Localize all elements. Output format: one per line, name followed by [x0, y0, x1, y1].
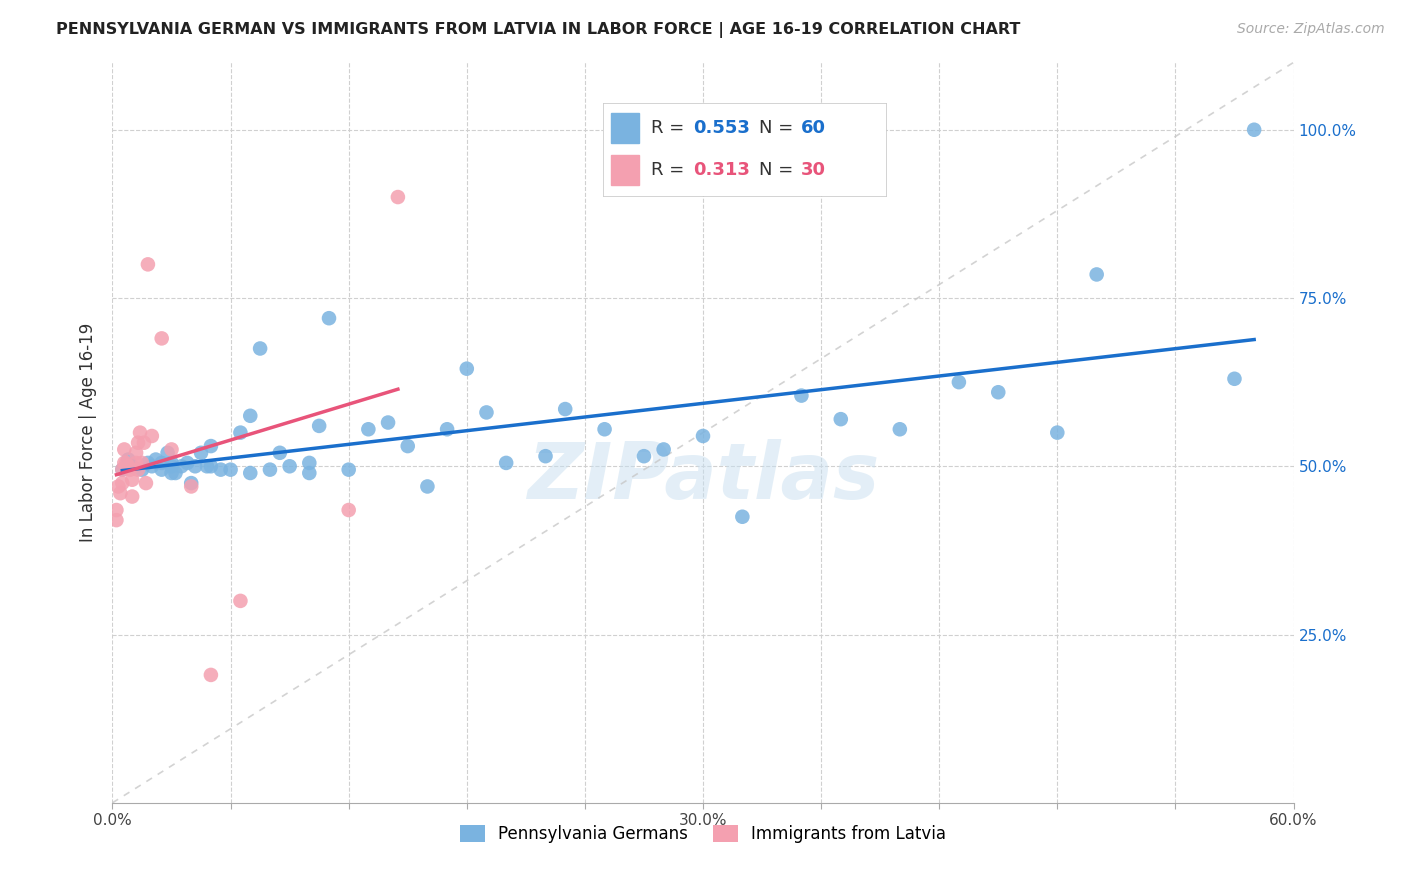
Point: [110, 486, 132, 500]
Point: [132, 435, 155, 450]
Point: [160, 442, 183, 457]
Point: [131, 456, 153, 470]
Point: [136, 456, 159, 470]
Point: [416, 479, 439, 493]
Point: [107, 479, 129, 493]
Point: [121, 490, 143, 504]
Point: [1046, 425, 1069, 440]
Point: [790, 389, 813, 403]
Point: [111, 476, 134, 491]
Point: [337, 462, 360, 476]
Point: [127, 435, 149, 450]
Point: [987, 385, 1010, 400]
Point: [105, 503, 128, 517]
Point: [176, 456, 198, 470]
Point: [195, 459, 218, 474]
Point: [160, 466, 183, 480]
Point: [115, 456, 138, 470]
Point: [475, 405, 498, 419]
Point: [129, 425, 152, 440]
Point: [337, 503, 360, 517]
Point: [127, 462, 149, 476]
Point: [1085, 268, 1108, 282]
Point: [209, 462, 232, 476]
Point: [259, 462, 281, 476]
Point: [396, 439, 419, 453]
Point: [141, 459, 163, 474]
Text: Source: ZipAtlas.com: Source: ZipAtlas.com: [1237, 22, 1385, 37]
Point: [652, 442, 675, 457]
Point: [170, 459, 193, 474]
Legend: Pennsylvania Germans, Immigrants from Latvia: Pennsylvania Germans, Immigrants from La…: [453, 819, 953, 850]
Point: [190, 446, 212, 460]
Point: [160, 459, 183, 474]
Point: [136, 257, 159, 271]
Y-axis label: In Labor Force | Age 16-19: In Labor Force | Age 16-19: [79, 323, 97, 542]
Point: [160, 456, 183, 470]
Point: [150, 456, 173, 470]
Point: [219, 462, 242, 476]
Point: [357, 422, 380, 436]
Point: [112, 442, 135, 457]
Text: ZIPatlas: ZIPatlas: [527, 439, 879, 515]
Point: [111, 462, 134, 476]
Point: [249, 342, 271, 356]
Point: [200, 459, 222, 474]
Point: [184, 459, 207, 474]
Point: [229, 594, 252, 608]
Point: [377, 416, 399, 430]
Point: [150, 462, 173, 476]
Point: [105, 513, 128, 527]
Point: [180, 479, 202, 493]
Point: [165, 466, 187, 480]
Point: [534, 449, 557, 463]
Point: [229, 425, 252, 440]
Point: [239, 409, 262, 423]
Point: [889, 422, 911, 436]
Point: [1243, 122, 1265, 136]
Point: [156, 446, 179, 460]
Point: [692, 429, 714, 443]
Point: [436, 422, 458, 436]
Point: [150, 331, 173, 345]
Point: [495, 456, 517, 470]
Point: [131, 462, 153, 476]
Point: [731, 509, 754, 524]
Point: [117, 452, 139, 467]
Point: [117, 459, 139, 474]
Point: [180, 476, 202, 491]
Point: [269, 446, 291, 460]
Point: [141, 429, 163, 443]
Point: [308, 418, 330, 433]
Text: PENNSYLVANIA GERMAN VS IMMIGRANTS FROM LATVIA IN LABOR FORCE | AGE 16-19 CORRELA: PENNSYLVANIA GERMAN VS IMMIGRANTS FROM L…: [56, 22, 1021, 38]
Point: [120, 462, 142, 476]
Point: [135, 476, 157, 491]
Point: [554, 402, 576, 417]
Point: [1223, 372, 1246, 386]
Point: [633, 449, 655, 463]
Point: [948, 375, 970, 389]
Point: [200, 668, 222, 682]
Point: [298, 466, 321, 480]
Point: [278, 459, 301, 474]
Point: [318, 311, 340, 326]
Point: [121, 459, 143, 474]
Point: [387, 190, 409, 204]
Point: [125, 456, 148, 470]
Point: [456, 361, 478, 376]
Point: [121, 473, 143, 487]
Point: [200, 439, 222, 453]
Point: [112, 456, 135, 470]
Point: [111, 462, 134, 476]
Point: [830, 412, 852, 426]
Point: [145, 452, 167, 467]
Point: [593, 422, 616, 436]
Point: [239, 466, 262, 480]
Point: [125, 446, 148, 460]
Point: [298, 456, 321, 470]
